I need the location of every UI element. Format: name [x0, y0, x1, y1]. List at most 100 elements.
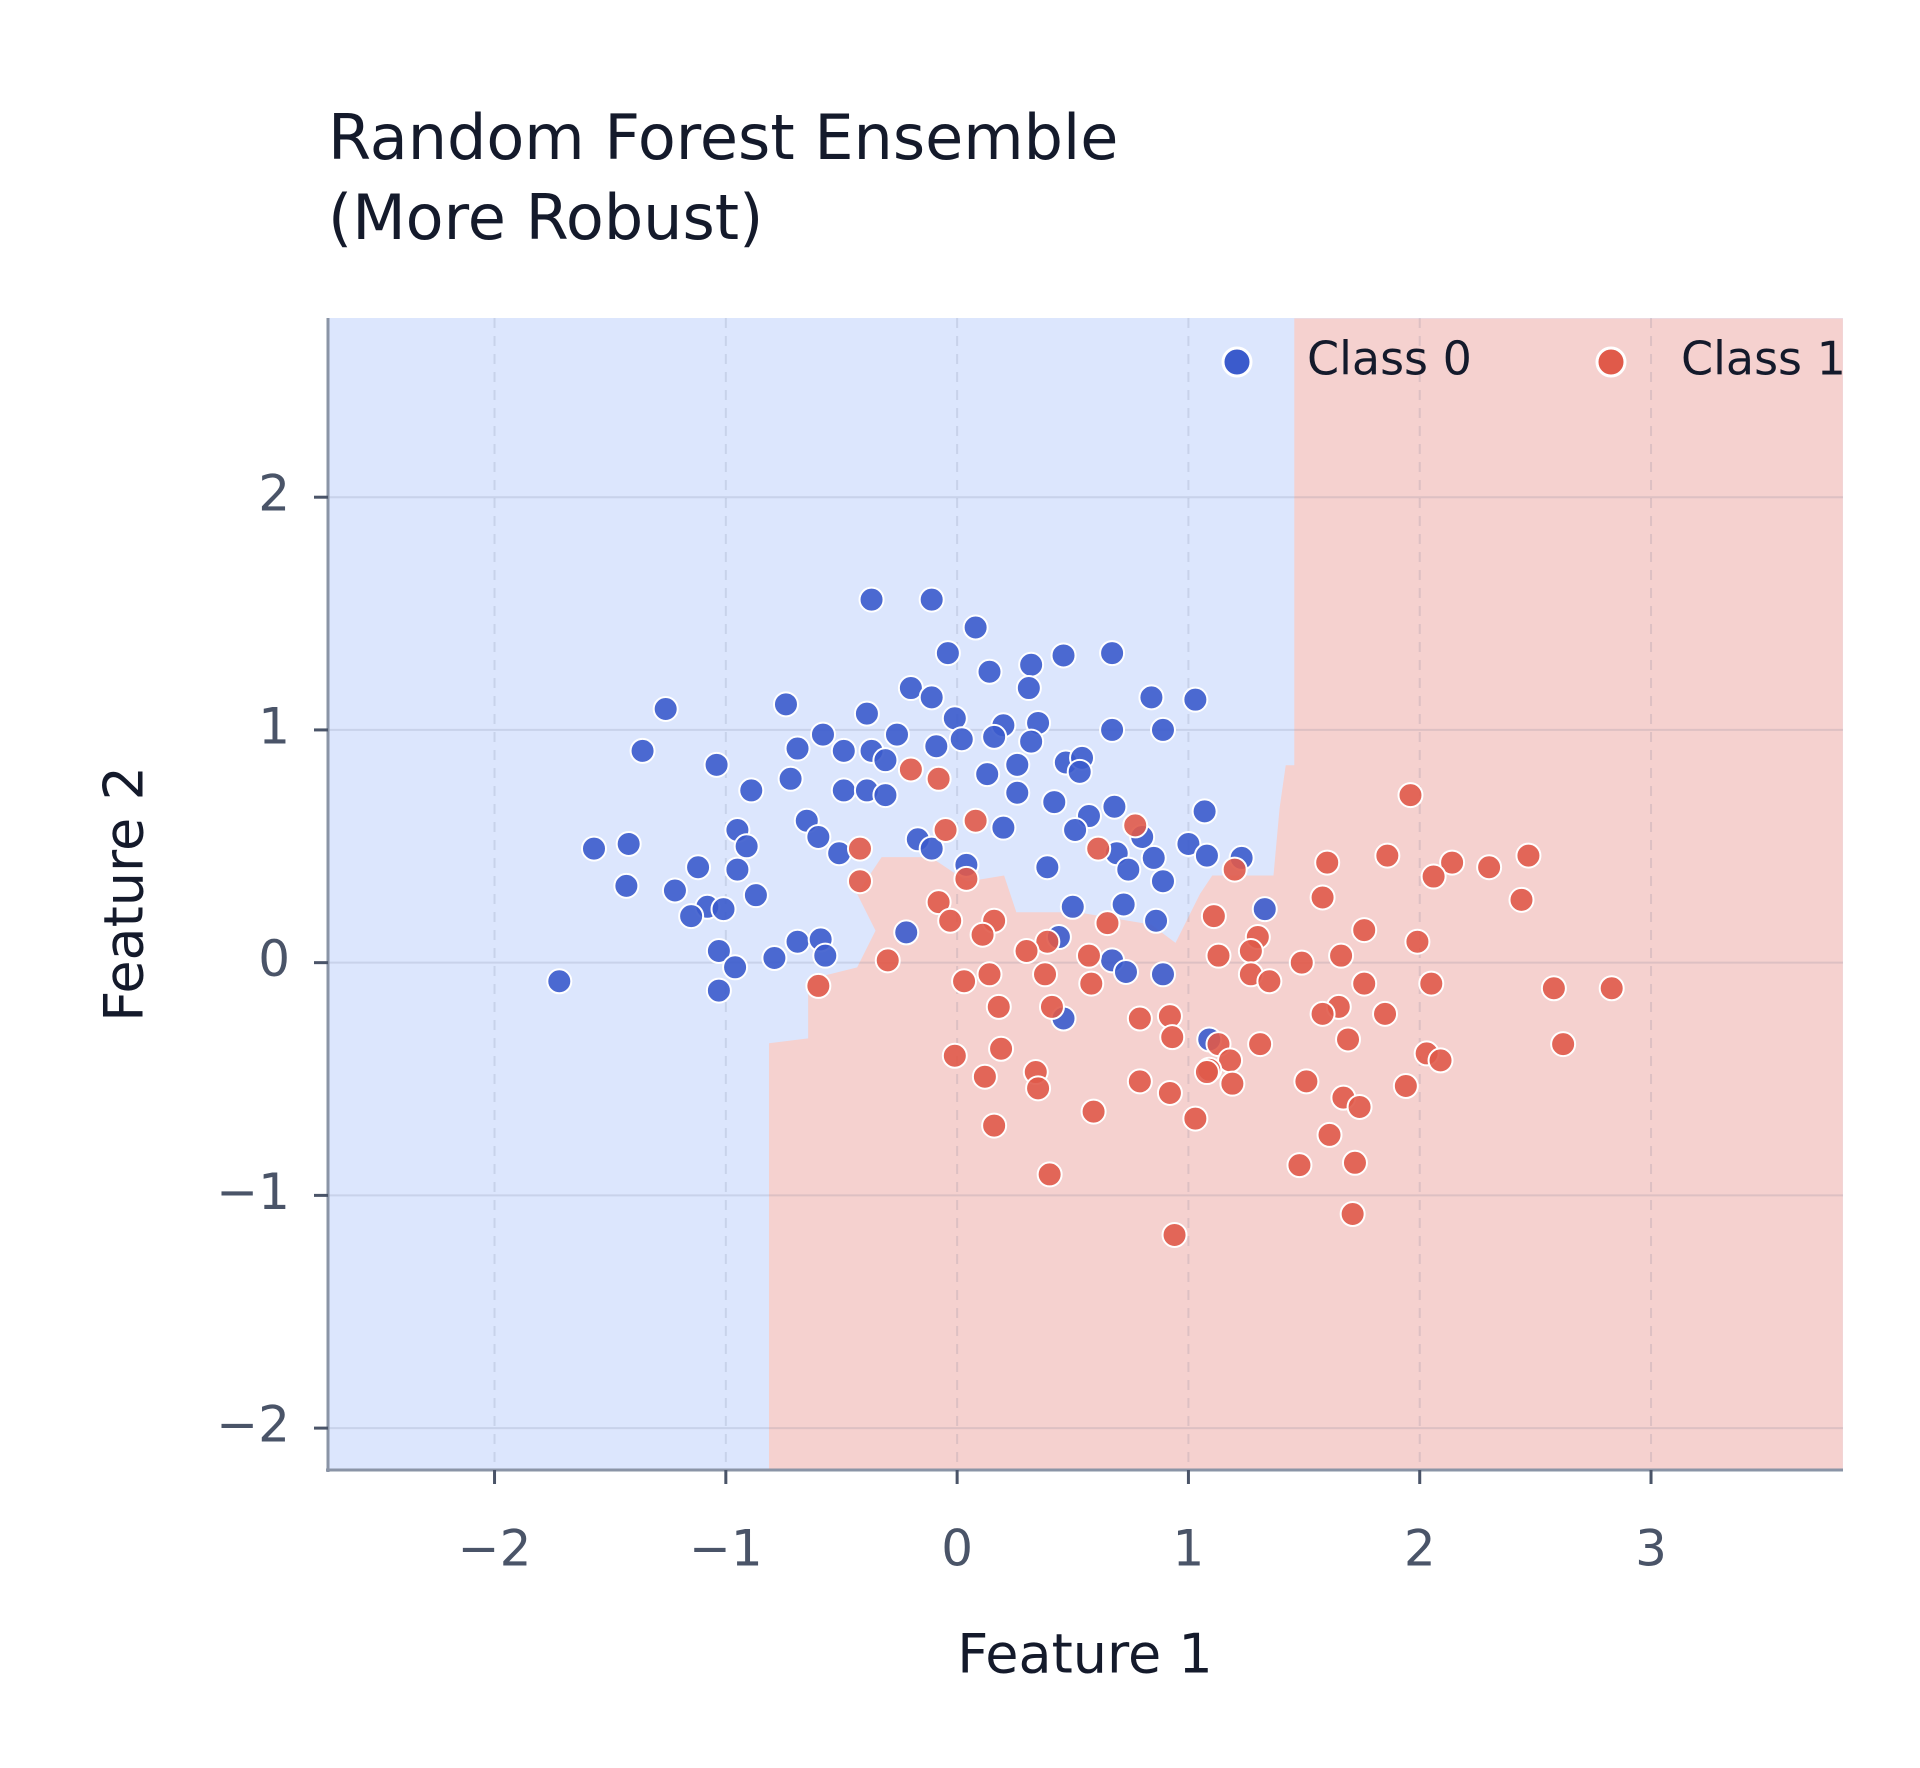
y-tick-label: 1: [258, 697, 290, 755]
point: [1062, 817, 1089, 843]
point: [990, 814, 1017, 841]
point: [812, 942, 839, 969]
point: [897, 756, 924, 783]
point: [1149, 868, 1176, 895]
point: [705, 977, 732, 1004]
y-tick-label: 0: [258, 930, 290, 988]
point: [1059, 893, 1086, 920]
point: [678, 903, 705, 930]
point: [918, 586, 945, 613]
point: [830, 777, 857, 804]
point: [872, 747, 899, 774]
point: [1200, 903, 1227, 930]
point: [1550, 1031, 1577, 1058]
point: [1374, 842, 1401, 869]
point: [976, 658, 1003, 685]
point: [1251, 896, 1278, 923]
point: [1191, 798, 1218, 825]
point: [1122, 812, 1149, 839]
point: [1126, 1068, 1153, 1095]
point: [934, 640, 961, 667]
point: [1126, 1005, 1153, 1032]
point: [858, 586, 885, 613]
point: [1182, 1105, 1209, 1132]
point: [918, 684, 945, 711]
point: [951, 968, 978, 995]
legend-label: Class 0: [1307, 332, 1472, 386]
point: [1335, 1026, 1362, 1053]
point: [1420, 863, 1447, 890]
point: [1392, 1073, 1419, 1099]
point: [809, 721, 836, 748]
point: [985, 993, 1012, 1020]
point: [1341, 1149, 1368, 1176]
point: [872, 782, 899, 809]
point: [1316, 1121, 1343, 1148]
point: [1149, 961, 1176, 988]
point: [1515, 842, 1542, 869]
point: [1034, 854, 1061, 881]
point: [1351, 970, 1378, 997]
point: [981, 1112, 1008, 1139]
point: [652, 695, 679, 722]
point: [1041, 789, 1068, 816]
point: [893, 919, 920, 946]
point: [846, 835, 873, 862]
point: [1112, 958, 1139, 985]
point: [1013, 938, 1040, 965]
point: [1099, 716, 1126, 743]
point: [1193, 1059, 1220, 1086]
point: [1159, 1024, 1186, 1051]
point: [1004, 751, 1031, 778]
point: [1418, 970, 1445, 997]
point: [953, 865, 980, 892]
point: [1075, 942, 1102, 969]
point: [874, 947, 901, 974]
point: [1143, 907, 1170, 934]
point: [1015, 675, 1042, 702]
point: [1078, 970, 1105, 997]
point: [805, 972, 832, 999]
point: [1237, 938, 1264, 965]
point: [738, 777, 765, 804]
point: [1328, 942, 1355, 969]
point: [1309, 1000, 1336, 1027]
point: [1247, 1031, 1274, 1058]
point: [1161, 1221, 1188, 1248]
point: [761, 945, 788, 971]
point: [1094, 910, 1121, 937]
point: [1004, 779, 1031, 806]
point: [784, 928, 811, 955]
region-class-1: [768, 318, 1843, 1470]
point: [1427, 1047, 1454, 1074]
point: [1018, 728, 1045, 755]
point: [703, 751, 730, 778]
point: [1221, 856, 1248, 883]
point: [772, 691, 799, 718]
point: [1314, 849, 1341, 876]
point: [580, 835, 607, 862]
point: [925, 889, 952, 916]
point: [1351, 917, 1378, 944]
point: [981, 723, 1008, 750]
point: [969, 921, 996, 948]
point: [1032, 961, 1059, 988]
point: [1115, 856, 1142, 883]
point: [1101, 793, 1128, 820]
point: [1286, 1152, 1313, 1179]
point: [1540, 975, 1567, 1002]
point: [724, 856, 751, 883]
x-tick-label: −1: [689, 1520, 763, 1578]
point: [1085, 835, 1112, 862]
point: [962, 807, 989, 834]
y-axis-label: Feature 2: [93, 766, 156, 1022]
point: [1293, 1068, 1320, 1095]
chart-title: Random Forest Ensemble (More Robust): [328, 101, 1119, 254]
point: [1372, 1000, 1399, 1027]
point: [1140, 844, 1167, 871]
point: [1205, 942, 1232, 969]
point: [1339, 1201, 1366, 1227]
point: [777, 765, 804, 792]
point: [1110, 891, 1137, 918]
